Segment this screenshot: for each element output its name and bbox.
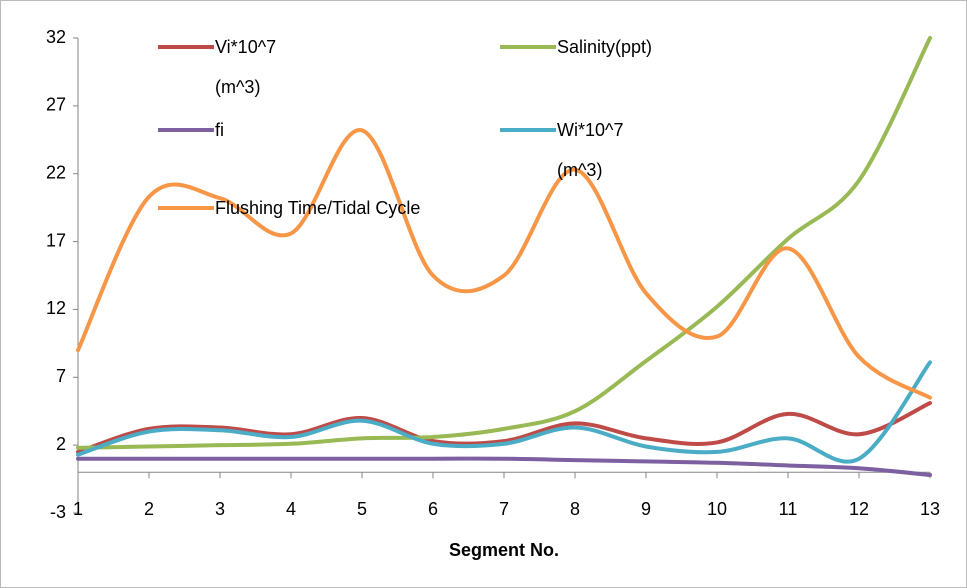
y-tick-label: -3: [50, 502, 66, 522]
series-line: [76, 360, 932, 464]
x-axis-title: Segment No.: [449, 540, 559, 560]
legend-label: fi: [215, 120, 224, 140]
legend-label: Salinity(ppt): [557, 37, 653, 57]
x-tick-label: 10: [707, 499, 727, 519]
y-tick-label: 22: [46, 162, 66, 182]
x-tick-label: 3: [215, 499, 225, 519]
series-line: [76, 36, 932, 450]
y-tick-label: 2: [56, 434, 66, 454]
series-line: [76, 128, 932, 400]
y-tick-label: 12: [46, 298, 66, 318]
legend-label: Flushing Time/Tidal Cycle: [215, 198, 421, 218]
series-line: [76, 401, 932, 454]
series-line: [76, 456, 932, 477]
x-tick-label: 12: [849, 499, 869, 519]
x-tick-label: 4: [286, 499, 296, 519]
x-tick-label: 8: [570, 499, 580, 519]
x-tick-label: 11: [779, 499, 798, 519]
x-tick-label: 13: [920, 499, 940, 519]
y-tick-label: 7: [56, 366, 66, 386]
x-tick-label: 5: [357, 499, 367, 519]
x-tick-label: 7: [499, 499, 509, 519]
x-tick-label: 9: [641, 499, 651, 519]
x-tick-label: 6: [428, 499, 438, 519]
legend-label: Wi*10^7 (m^3): [557, 120, 624, 180]
y-tick-label: 32: [46, 27, 66, 47]
legend-label: Vi*10^7 (m^3): [215, 37, 277, 97]
y-tick-label: 17: [46, 230, 66, 250]
x-tick-label: 1: [73, 499, 83, 519]
x-tick-label: 2: [144, 499, 154, 519]
y-tick-label: 27: [46, 95, 66, 115]
